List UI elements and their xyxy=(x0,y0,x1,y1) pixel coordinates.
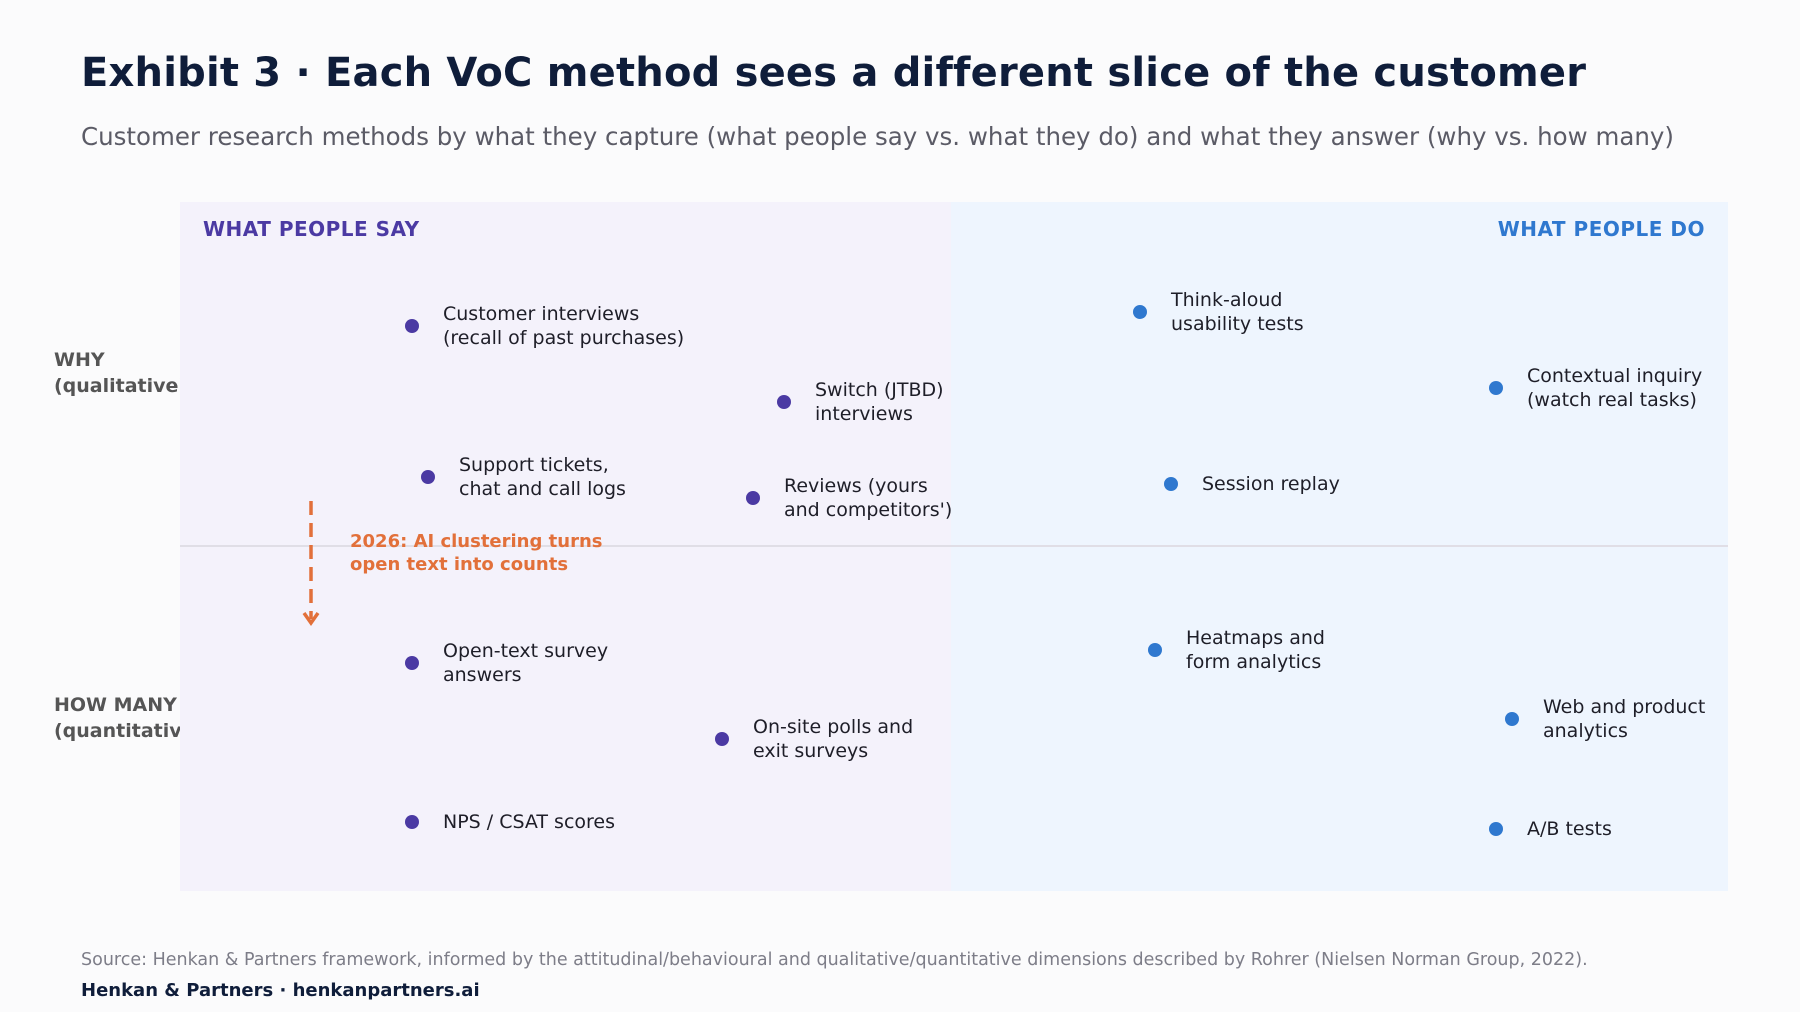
annotation-line: 2026: AI clustering turns xyxy=(350,531,603,552)
method-marker-nps-csat-scores xyxy=(405,815,419,829)
method-label-line: (watch real tasks) xyxy=(1527,389,1697,411)
row-label-how-many-line: HOW MANY xyxy=(54,694,177,716)
method-label-switch-jtbd: Switch (JTBD) interviews xyxy=(815,378,944,426)
method-marker-switch-jtbd xyxy=(777,395,791,409)
method-label-line: Switch (JTBD) xyxy=(815,379,944,401)
method-label-line: form analytics xyxy=(1186,651,1322,673)
method-label-web-and-product: Web and product analytics xyxy=(1543,695,1705,743)
page-title: Exhibit 3 · Each VoC method sees a diffe… xyxy=(81,50,1587,96)
row-label-why-line: (qualitative) xyxy=(54,375,188,397)
method-label-on-site-polls-and: On-site polls and exit surveys xyxy=(753,715,913,763)
method-marker-support-tickets xyxy=(421,470,435,484)
method-label-line: Session replay xyxy=(1202,473,1340,495)
method-label-line: Reviews (yours xyxy=(784,475,928,497)
ai-clustering-annotation: 2026: AI clustering turns open text into… xyxy=(350,530,602,576)
method-label-line: Web and product xyxy=(1543,696,1706,718)
column-header-say: WHAT PEOPLE SAY xyxy=(203,217,420,241)
method-label-line: On-site polls and xyxy=(753,716,914,738)
method-label-customer-interviews: Customer interviews (recall of past purch… xyxy=(443,302,684,350)
method-label-line: chat and call logs xyxy=(459,478,626,500)
method-marker-web-and-product xyxy=(1505,712,1519,726)
method-marker-reviews-yours xyxy=(746,491,760,505)
method-label-line: usability tests xyxy=(1171,313,1304,335)
method-marker-open-text-survey xyxy=(405,656,419,670)
annotation-line: open text into counts xyxy=(350,554,569,575)
page-subtitle: Customer research methods by what they c… xyxy=(81,122,1674,151)
method-label-line: interviews xyxy=(815,403,913,425)
method-label-support-tickets: Support tickets, chat and call logs xyxy=(459,453,626,501)
method-label-line: and competitors') xyxy=(784,499,953,521)
method-label-nps-csat-scores: NPS / CSAT scores xyxy=(443,810,615,834)
column-header-do: WHAT PEOPLE DO xyxy=(1497,217,1705,241)
method-label-line: answers xyxy=(443,664,522,686)
method-marker-session-replay xyxy=(1164,477,1178,491)
method-marker-on-site-polls-and xyxy=(715,732,729,746)
method-label-reviews-yours: Reviews (yours and competitors') xyxy=(784,474,952,522)
method-label-contextual-inquiry: Contextual inquiry (watch real tasks) xyxy=(1527,364,1702,412)
method-label-line: analytics xyxy=(1543,720,1628,742)
method-label-line: exit surveys xyxy=(753,740,869,762)
method-marker-think-aloud xyxy=(1133,305,1147,319)
method-label-line: Support tickets, xyxy=(459,454,609,476)
row-label-how-many: HOW MANY (quantitative) xyxy=(54,692,203,744)
quadrant-plot: WHAT PEOPLE SAY WHAT PEOPLE DO xyxy=(180,202,1728,891)
method-marker-customer-interviews xyxy=(405,319,419,333)
method-label-line: Open-text survey xyxy=(443,640,609,662)
method-label-line: Contextual inquiry xyxy=(1527,365,1703,387)
method-label-think-aloud: Think-aloud usability tests xyxy=(1171,288,1304,336)
row-label-how-many-line: (quantitative) xyxy=(54,720,204,742)
method-label-line: Heatmaps and xyxy=(1186,627,1325,649)
method-label-heatmaps-and: Heatmaps and form analytics xyxy=(1186,626,1325,674)
method-marker-contextual-inquiry xyxy=(1489,381,1503,395)
method-label-line: Think-aloud xyxy=(1171,289,1283,311)
brand-footer: Henkan & Partners · henkanpartners.ai xyxy=(81,980,480,1001)
method-label-line: NPS / CSAT scores xyxy=(443,811,616,833)
method-label-line: A/B tests xyxy=(1527,818,1612,840)
method-marker-a-b-tests xyxy=(1489,822,1503,836)
method-marker-heatmaps-and xyxy=(1148,643,1162,657)
source-note: Source: Henkan & Partners framework, inf… xyxy=(81,950,1588,970)
method-label-session-replay: Session replay xyxy=(1202,472,1340,496)
down-arrow-icon xyxy=(302,501,320,627)
method-label-line: Customer interviews xyxy=(443,303,640,325)
row-label-why: WHY (qualitative) xyxy=(54,347,187,399)
method-label-a-b-tests: A/B tests xyxy=(1527,817,1612,841)
method-label-open-text-survey: Open-text survey answers xyxy=(443,639,608,687)
method-label-line: (recall of past purchases) xyxy=(443,327,685,349)
row-label-why-line: WHY xyxy=(54,349,105,371)
quadrant-divider xyxy=(180,545,1728,547)
